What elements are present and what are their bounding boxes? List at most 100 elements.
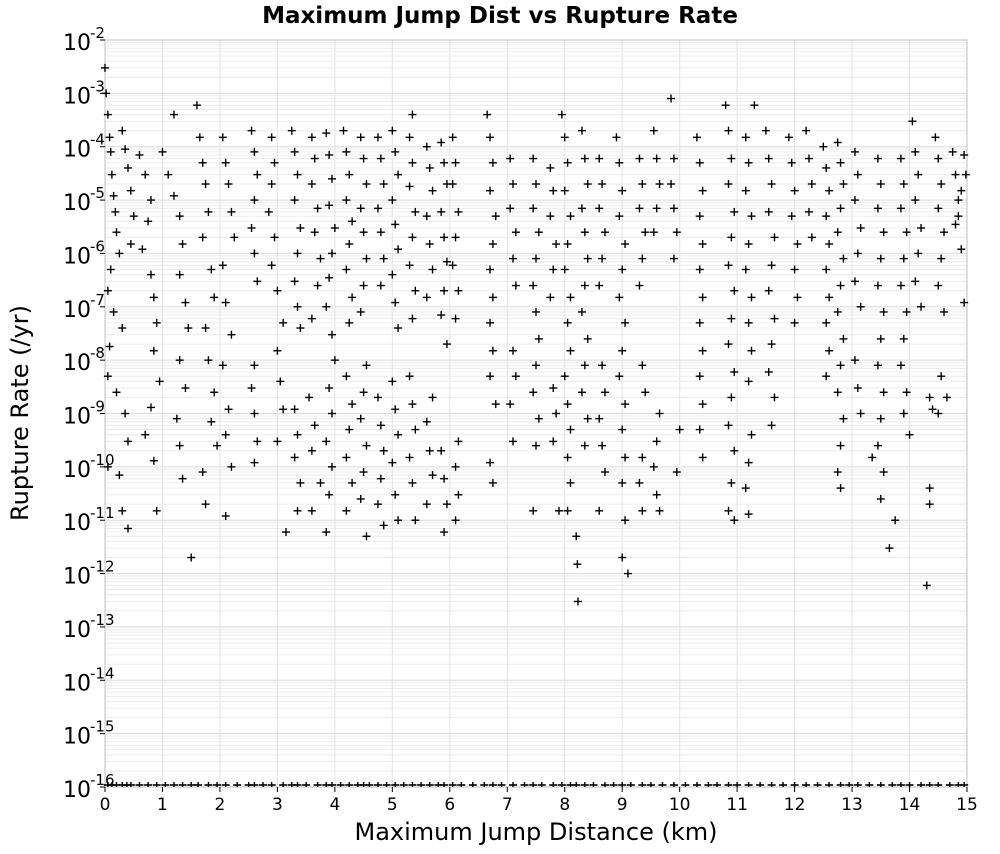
x-tick-label: 11 xyxy=(726,795,748,815)
data-point xyxy=(201,500,210,509)
data-point xyxy=(376,421,385,430)
data-point xyxy=(253,170,262,179)
y-tick-exponent: -16 xyxy=(90,771,115,789)
data-point xyxy=(342,506,351,515)
data-point-floor xyxy=(135,782,144,787)
data-point xyxy=(388,377,397,386)
data-point-floor xyxy=(704,782,713,787)
data-point xyxy=(388,458,397,467)
data-point xyxy=(833,388,842,397)
data-point xyxy=(422,212,431,221)
data-point xyxy=(103,110,112,119)
data-point xyxy=(488,478,497,487)
x-tick-label: 7 xyxy=(502,795,513,815)
data-point-floor xyxy=(480,782,489,787)
data-points xyxy=(101,63,970,787)
data-point xyxy=(873,281,882,290)
data-point xyxy=(833,307,842,316)
data-point-floor xyxy=(945,782,954,787)
data-point xyxy=(618,425,627,434)
data-point xyxy=(695,425,704,434)
y-tick-label: 10 xyxy=(63,244,91,269)
data-point xyxy=(896,204,905,213)
y-tick-label: 10 xyxy=(63,778,91,803)
data-point xyxy=(144,217,153,226)
data-point xyxy=(925,484,934,493)
data-point xyxy=(408,314,417,323)
data-point xyxy=(598,180,607,189)
data-point-floor xyxy=(440,782,449,787)
data-point xyxy=(379,446,388,455)
data-point xyxy=(669,204,678,213)
data-point-floor xyxy=(213,782,222,787)
data-point xyxy=(394,245,403,254)
data-point xyxy=(221,298,230,307)
data-point xyxy=(391,147,400,156)
data-point xyxy=(325,273,334,282)
data-point xyxy=(649,126,658,135)
data-point xyxy=(325,150,334,159)
data-point xyxy=(293,430,302,439)
data-point-floor xyxy=(382,782,391,787)
data-point xyxy=(615,372,624,381)
data-point-floor xyxy=(713,782,722,787)
data-point xyxy=(290,405,299,414)
x-tick-label: 1 xyxy=(157,795,168,815)
data-point xyxy=(879,307,888,316)
data-point xyxy=(652,490,661,499)
data-point xyxy=(600,468,609,477)
data-point-floor xyxy=(669,782,678,787)
data-point xyxy=(652,437,661,446)
data-point xyxy=(118,126,127,135)
data-point xyxy=(598,254,607,263)
data-point xyxy=(899,254,908,263)
data-point xyxy=(850,277,859,286)
data-point xyxy=(201,180,210,189)
data-point-floor xyxy=(345,782,354,787)
data-point xyxy=(488,240,497,249)
data-point xyxy=(112,388,121,397)
data-point xyxy=(724,421,733,430)
data-point xyxy=(580,441,589,450)
data-point xyxy=(649,462,658,471)
data-point xyxy=(577,307,586,316)
data-point xyxy=(546,293,555,302)
data-point xyxy=(267,261,276,270)
data-point xyxy=(287,126,296,135)
data-point xyxy=(641,228,650,237)
data-point xyxy=(804,207,813,216)
data-point xyxy=(218,361,227,370)
data-point xyxy=(408,400,417,409)
data-point xyxy=(204,207,213,216)
data-point xyxy=(822,212,831,221)
data-point xyxy=(727,314,736,323)
data-point xyxy=(342,372,351,381)
data-point xyxy=(327,462,336,471)
data-point xyxy=(411,207,420,216)
data-point xyxy=(322,528,331,537)
data-point xyxy=(896,361,905,370)
data-point xyxy=(911,147,920,156)
data-point xyxy=(373,500,382,509)
data-point xyxy=(635,204,644,213)
data-point xyxy=(730,286,739,295)
data-point xyxy=(876,180,885,189)
data-point xyxy=(615,212,624,221)
data-point xyxy=(376,474,385,483)
data-point xyxy=(595,281,604,290)
data-point xyxy=(876,494,885,503)
data-point-floor xyxy=(888,782,897,787)
data-point xyxy=(621,240,630,249)
data-point xyxy=(442,340,451,349)
data-point xyxy=(529,281,538,290)
data-point xyxy=(595,154,604,163)
data-point xyxy=(902,228,911,237)
y-tick-exponent: -8 xyxy=(90,344,105,362)
data-point xyxy=(598,361,607,370)
data-point xyxy=(566,346,575,355)
data-point xyxy=(873,204,882,213)
data-point xyxy=(761,126,770,135)
data-point xyxy=(486,458,495,467)
data-point xyxy=(250,458,259,467)
data-point-floor xyxy=(609,782,618,787)
